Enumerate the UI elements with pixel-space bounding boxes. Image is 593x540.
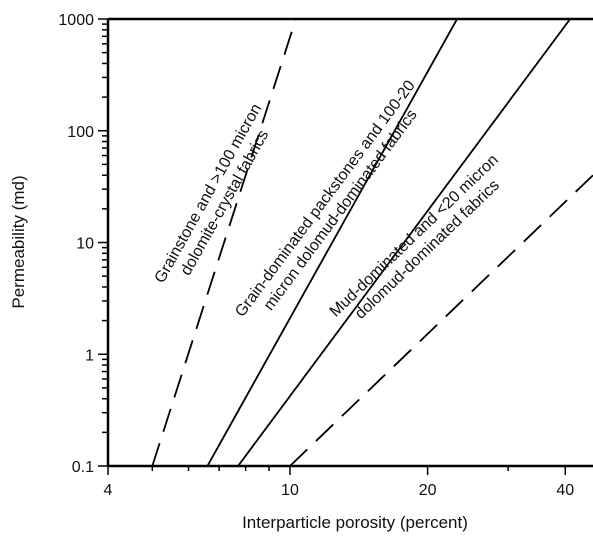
region-label-1: Grainstone and >100 microndolomite-cryst…	[152, 101, 273, 286]
y-tick-label: 0.1	[72, 459, 94, 476]
solid-boundary-line-3	[237, 19, 571, 466]
series-lines	[151, 19, 593, 466]
y-tick-label: 100	[67, 124, 94, 141]
region-label-line: Grainstone and >100 micron	[152, 101, 266, 286]
y-tick-label: 1000	[58, 12, 94, 29]
x-axis-title: Interparticle porosity (percent)	[242, 513, 468, 532]
tick-labels: 0.1 1 10 100 1000 4 10 20 40	[58, 12, 574, 499]
y-tick-label: 10	[76, 236, 94, 253]
x-tick-label: 10	[281, 482, 299, 499]
region-label-line: dolomud-dominated fabrics	[352, 177, 503, 323]
x-tick-label: 40	[556, 482, 574, 499]
x-tick-label: 4	[104, 482, 113, 499]
y-tick-label: 1	[85, 347, 94, 364]
x-tick-label: 20	[419, 482, 437, 499]
region-label-2: Grain-dominated packstones and 100-20mic…	[232, 77, 421, 320]
region-annotations: Grainstone and >100 microndolomite-cryst…	[152, 77, 503, 323]
solid-boundary-line-2	[206, 19, 458, 466]
y-axis-title: Permeability (md)	[9, 175, 28, 308]
plot-frame	[106, 17, 593, 468]
dashed-boundary-line-1	[151, 19, 297, 466]
region-label-line: Mud-dominated and <20 micron	[327, 152, 502, 321]
